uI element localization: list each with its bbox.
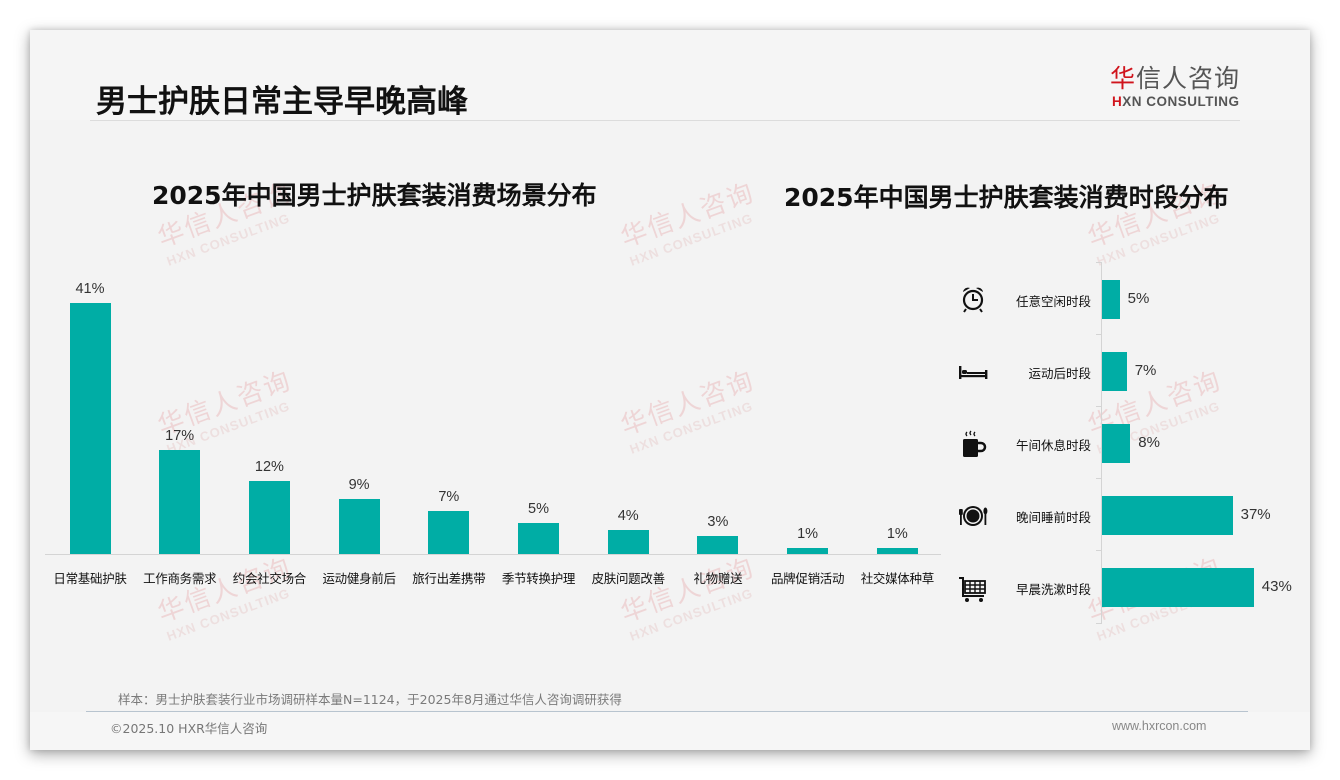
bar-value-label: 17% [165, 427, 195, 444]
slide: 男士护肤日常主导早晚高峰 华信人咨询 HXN CONSULTING 华信人咨询 H… [30, 30, 1310, 750]
footer-divider [86, 711, 1248, 712]
header-band [30, 30, 1310, 120]
category-label: 约会社交场合 [232, 571, 307, 586]
bar [248, 480, 290, 554]
category-label: 皮肤问题改善 [591, 571, 666, 586]
bar [1102, 567, 1254, 607]
category-label: 社交媒体种草 [860, 571, 935, 586]
bar-value-label: 37% [1240, 506, 1271, 523]
time-chart-title: 2025年中国男士护肤套装消费时段分布 [784, 183, 1229, 212]
bar-value-label: 7% [438, 489, 460, 506]
bar [159, 449, 201, 554]
bar-value-label: 5% [1127, 290, 1150, 307]
logo-en: HXN CONSULTING [1112, 94, 1250, 110]
logo-cn-mark: 华 [1110, 64, 1137, 93]
category-label: 运动后时段 [1028, 366, 1091, 381]
category-label: 午间休息时段 [1015, 438, 1091, 453]
axis-tick [1096, 623, 1101, 624]
category-label: 礼物赠送 [693, 571, 743, 586]
bar [876, 547, 918, 554]
logo-cn-text: 信人咨询 [1136, 64, 1241, 93]
scene-bar-chart: 41% 日常基础护肤 17% 工作商务需求 12% 约会社交场合 9% 运动健身前后 7% 旅行出… [30, 30, 1310, 750]
bar-value-label: 4% [617, 507, 639, 524]
bar [607, 529, 649, 554]
logo-en-text: XN CONSULTING [1122, 94, 1240, 109]
scene-chart-title: 2025年中国男士护肤套装消费场景分布 [152, 181, 597, 210]
bar [518, 523, 559, 554]
category-label: 品牌促销活动 [770, 571, 845, 586]
bar-value-label: 5% [528, 501, 549, 518]
dinner-plate-icon [959, 506, 988, 526]
bar-value-label: 1% [797, 525, 819, 542]
coffee-mug-icon [963, 430, 987, 457]
bed-icon [959, 366, 988, 379]
bar [1102, 351, 1127, 391]
bar [1102, 279, 1120, 319]
axis-tick [1096, 550, 1101, 551]
bar [428, 511, 470, 554]
bar [338, 498, 380, 554]
website-link[interactable]: www.hxrcon.com [1112, 719, 1207, 733]
brand-logo: 华信人咨询 HXN CONSULTING [1110, 64, 1250, 110]
bar [787, 547, 829, 554]
bar [1102, 423, 1131, 463]
bar-value-label: 8% [1138, 434, 1160, 451]
axis-tick [1096, 262, 1101, 263]
x-axis-line [45, 554, 941, 555]
bar-value-label: 41% [75, 281, 105, 298]
page-title: 男士护肤日常主导早晚高峰 [96, 84, 468, 120]
logo-cn: 华信人咨询 [1110, 64, 1250, 94]
category-label: 日常基础护肤 [53, 571, 127, 586]
bar-value-label: 9% [348, 476, 370, 493]
bar [697, 535, 739, 554]
bar [1102, 495, 1233, 535]
y-axis-line [1101, 262, 1102, 624]
category-label: 工作商务需求 [143, 571, 217, 586]
bar-value-label: 12% [254, 458, 284, 475]
category-label: 任意空闲时段 [1015, 294, 1091, 309]
footer-band [30, 712, 1310, 750]
category-label: 季节转换护理 [501, 571, 576, 586]
axis-tick [1096, 334, 1101, 335]
axis-tick [1096, 478, 1101, 479]
category-label: 运动健身前后 [322, 571, 396, 586]
title-divider [90, 120, 1240, 121]
logo-en-mark: H [1112, 94, 1123, 109]
bar-value-label: 1% [886, 525, 908, 542]
axis-tick [1096, 406, 1101, 407]
category-label: 晚间睡前时段 [1015, 510, 1091, 525]
bar-value-label: 3% [707, 513, 729, 530]
sample-note: 样本：男士护肤套装行业市场调研样本量N=1124，于2025年8月通过华信人咨询… [118, 692, 622, 707]
alarm-clock-icon [962, 287, 984, 313]
bar-value-label: 7% [1134, 362, 1157, 379]
category-label: 旅行出差携带 [412, 571, 486, 586]
category-label: 早晨洗漱时段 [1015, 582, 1091, 597]
copyright: ©2025.10 HXR华信人咨询 [110, 721, 268, 736]
shopping-cart-icon [959, 577, 986, 602]
bar [69, 303, 111, 554]
bar-value-label: 43% [1261, 578, 1292, 595]
